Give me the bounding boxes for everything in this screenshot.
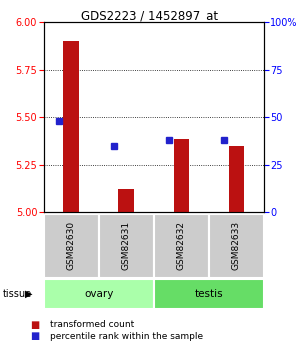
Text: ovary: ovary: [84, 289, 113, 299]
Text: GSM82631: GSM82631: [122, 221, 131, 270]
Text: GSM82632: GSM82632: [177, 221, 186, 270]
Bar: [99, 214, 154, 278]
Bar: [154, 279, 264, 309]
Text: transformed count: transformed count: [50, 321, 134, 329]
Bar: [174, 139, 189, 212]
Text: tissue: tissue: [3, 289, 32, 299]
Bar: [209, 214, 264, 278]
Text: percentile rank within the sample: percentile rank within the sample: [50, 332, 202, 341]
Bar: [44, 214, 99, 278]
Text: ▶: ▶: [25, 289, 32, 299]
Bar: [118, 189, 134, 212]
Bar: [44, 279, 154, 309]
Text: GDS2223 / 1452897_at: GDS2223 / 1452897_at: [81, 9, 219, 22]
Bar: [63, 41, 79, 212]
Text: testis: testis: [195, 289, 223, 299]
Bar: [154, 214, 209, 278]
Text: GSM82633: GSM82633: [232, 221, 241, 270]
Text: ■: ■: [30, 332, 39, 341]
Text: GSM82630: GSM82630: [67, 221, 76, 270]
Text: ■: ■: [30, 320, 39, 330]
Bar: [229, 146, 244, 212]
